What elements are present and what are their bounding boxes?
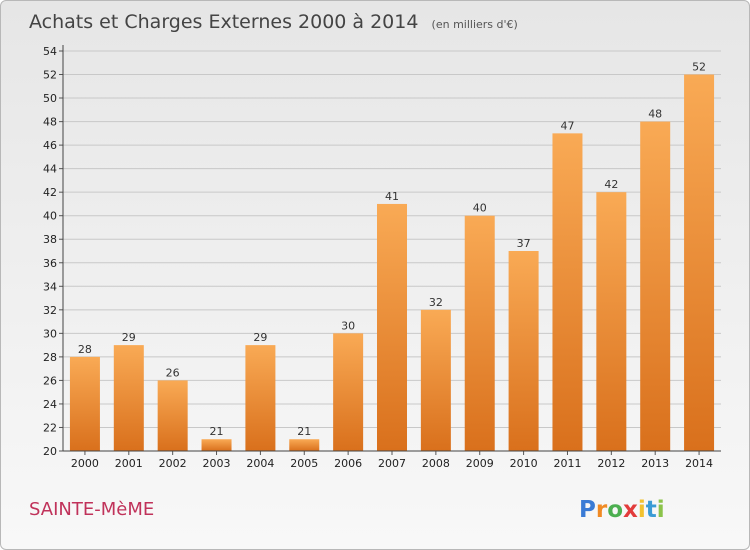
x-tick-label: 2007 (378, 457, 406, 470)
logo-letter: P (579, 497, 596, 523)
y-tick-label: 34 (43, 280, 57, 293)
x-tick-label: 2010 (510, 457, 538, 470)
y-tick-label: 52 (43, 69, 57, 82)
x-tick-label: 2006 (334, 457, 362, 470)
bar (289, 439, 320, 451)
y-axis-ticks: 20 22 24 26 28 30 32 34 36 38 40 42 44 46 48 50 52 54 (43, 45, 63, 458)
chart-title-main: Achats et Charges Externes 2000 à 2014 (29, 11, 418, 33)
bar-value-label: 30 (341, 319, 355, 332)
bar-value-label: 28 (78, 343, 92, 356)
bar (245, 345, 276, 451)
y-tick-label: 20 (43, 445, 57, 458)
x-axis-ticks: 2000 2001 2002 2003 2004 2005 2006 2007 2008 2009… (71, 451, 713, 470)
y-tick-label: 32 (43, 304, 57, 317)
bar-value-label: 21 (210, 425, 224, 438)
bar (157, 380, 188, 451)
y-tick-label: 48 (43, 116, 57, 129)
bar-value-label: 40 (473, 202, 487, 215)
gridlines (63, 50, 721, 452)
bar-value-label: 47 (560, 119, 574, 132)
bar-value-label: 32 (429, 296, 443, 309)
x-tick-label: 2004 (246, 457, 274, 470)
x-tick-label: 2002 (159, 457, 187, 470)
logo-letter: t (646, 497, 657, 523)
bar (201, 439, 232, 451)
x-tick-label: 2011 (553, 457, 581, 470)
bar (377, 203, 407, 451)
bar-value-label: 48 (648, 108, 662, 121)
bar-value-label: 21 (297, 425, 311, 438)
y-tick-label: 54 (43, 45, 57, 58)
logo-letter: x (623, 497, 638, 523)
logo-letter: i (638, 497, 646, 523)
x-tick-label: 2001 (115, 457, 143, 470)
bar (508, 251, 539, 451)
bar (69, 356, 100, 451)
bar-value-label: 42 (604, 178, 618, 191)
bar-value-label: 41 (385, 190, 399, 203)
axes (62, 45, 721, 452)
bar-value-label: 26 (166, 366, 180, 379)
x-tick-label: 2013 (641, 457, 669, 470)
y-tick-label: 28 (43, 351, 57, 364)
bar (464, 215, 495, 451)
commune-name: SAINTE-MèME (29, 499, 154, 520)
y-tick-label: 46 (43, 139, 57, 152)
y-tick-label: 44 (43, 163, 57, 176)
bar-value-label: 29 (253, 331, 267, 344)
bar (113, 345, 144, 451)
x-tick-label: 2008 (422, 457, 450, 470)
bar (420, 309, 451, 451)
y-tick-label: 24 (43, 398, 57, 411)
x-tick-label: 2014 (685, 457, 713, 470)
bar (596, 192, 627, 452)
y-tick-label: 22 (43, 421, 57, 434)
logo-letter: o (607, 497, 623, 523)
y-tick-label: 36 (43, 257, 57, 270)
proxiti-logo: Proxiti (579, 497, 665, 523)
y-tick-label: 38 (43, 233, 57, 246)
y-tick-label: 42 (43, 186, 57, 199)
chart-title: Achats et Charges Externes 2000 à 2014 (… (29, 11, 518, 33)
x-tick-label: 2003 (203, 457, 231, 470)
bar-value-label: 52 (692, 61, 706, 74)
y-tick-label: 50 (43, 92, 57, 105)
chart-title-unit: (en milliers d'€) (432, 18, 518, 31)
bar (684, 74, 715, 451)
bar-value-label: 29 (122, 331, 136, 344)
x-tick-label: 2009 (466, 457, 494, 470)
bar (552, 133, 583, 451)
x-tick-label: 2005 (290, 457, 318, 470)
bars: 28 29 26 21 29 21 30 41 32 40 37 47 42 48 52 (69, 61, 715, 452)
x-tick-label: 2000 (71, 457, 99, 470)
logo-letter: r (596, 497, 608, 523)
logo-letter: i (657, 497, 665, 523)
bar (640, 121, 671, 452)
y-tick-label: 26 (43, 374, 57, 387)
bar (333, 333, 364, 451)
x-tick-label: 2012 (597, 457, 625, 470)
bar-value-label: 37 (517, 237, 531, 250)
y-tick-label: 30 (43, 327, 57, 340)
y-tick-label: 40 (43, 210, 57, 223)
